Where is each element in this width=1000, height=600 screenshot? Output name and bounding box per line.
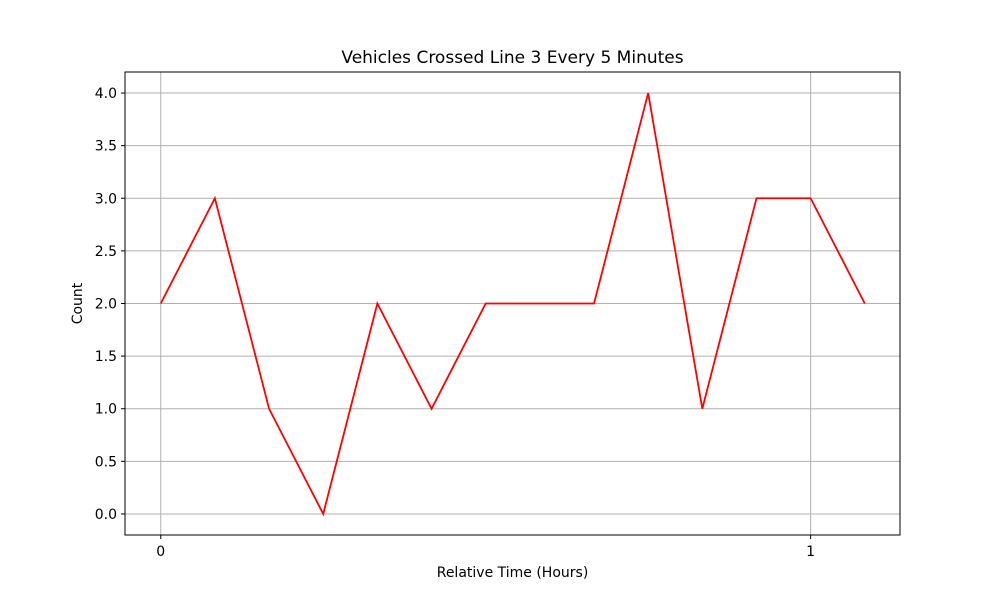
y-axis-label: Count [70,282,86,324]
y-tick-label: 3.5 [95,139,117,155]
y-tick-label: 0.5 [95,454,117,470]
axis-ticks: 0.0 0.5 1.0 1.5 2.0 2.5 3.0 3.5 4.0 0 1 [95,86,815,560]
series-layer [159,92,866,517]
y-tick-label: 0.0 [95,507,117,523]
chart-title: Vehicles Crossed Line 3 Every 5 Minutes [341,48,683,68]
x-tick-label: 0 [156,544,165,560]
y-tick-label: 1.5 [95,349,117,365]
y-tick-label: 4.0 [95,86,117,102]
y-tick-label: 2.5 [95,244,117,260]
x-tick-label: 1 [806,544,815,560]
y-tick-label: 1.0 [95,402,117,418]
y-tick-label: 3.0 [95,191,117,207]
series-line [159,92,866,517]
y-tick-label: 2.0 [95,297,117,313]
x-axis-label: Relative Time (Hours) [437,565,589,581]
